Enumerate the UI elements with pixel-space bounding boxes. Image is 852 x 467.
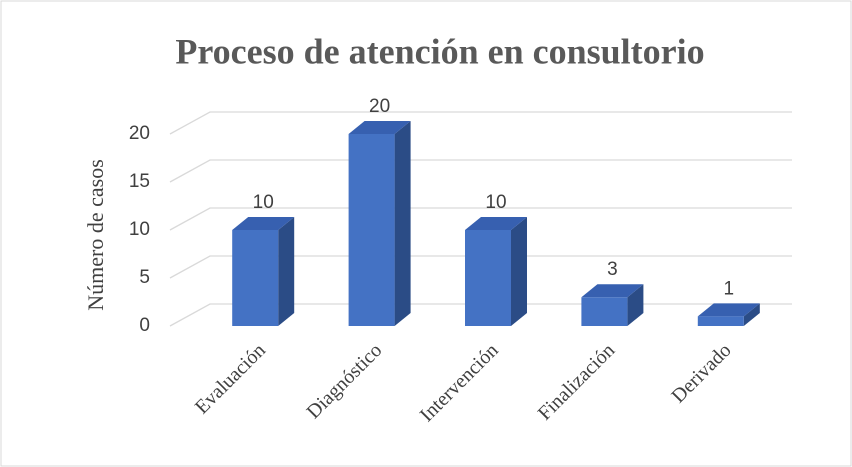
bar — [232, 217, 295, 326]
y-axis-label: Número de casos — [83, 159, 108, 311]
bar-front — [465, 230, 511, 326]
bar-side — [743, 303, 760, 326]
bar-front — [697, 316, 744, 326]
grid-line — [169, 159, 792, 183]
y-tick-label: 10 — [129, 219, 150, 240]
grid-line — [169, 255, 792, 279]
bar-front — [232, 230, 279, 326]
chart-title: Proceso de atención en consultorio — [175, 31, 704, 71]
bar-top — [348, 121, 411, 134]
bar-top — [232, 217, 295, 230]
bar-top — [697, 303, 760, 317]
grid-line — [169, 207, 792, 231]
value-label: 10 — [253, 192, 274, 213]
y-tick-label: 5 — [139, 267, 150, 288]
bar — [465, 217, 527, 326]
y-tick-label: 0 — [139, 315, 150, 336]
bar-front — [348, 134, 395, 326]
bar-top — [581, 284, 644, 298]
value-label: 3 — [607, 259, 618, 280]
grid-line — [169, 111, 792, 135]
value-label: 10 — [485, 192, 506, 213]
bar-side — [394, 121, 411, 326]
bar-side — [627, 284, 644, 326]
bar-side — [278, 217, 295, 326]
bar — [581, 284, 644, 326]
bar-side — [511, 217, 527, 326]
y-tick-label: 20 — [129, 123, 150, 144]
value-label: 20 — [369, 96, 390, 117]
bar-front — [581, 297, 628, 326]
bar — [697, 303, 760, 326]
bar — [348, 121, 411, 326]
value-label: 1 — [724, 278, 735, 299]
bar-top — [465, 217, 527, 230]
y-tick-label: 15 — [129, 171, 150, 192]
